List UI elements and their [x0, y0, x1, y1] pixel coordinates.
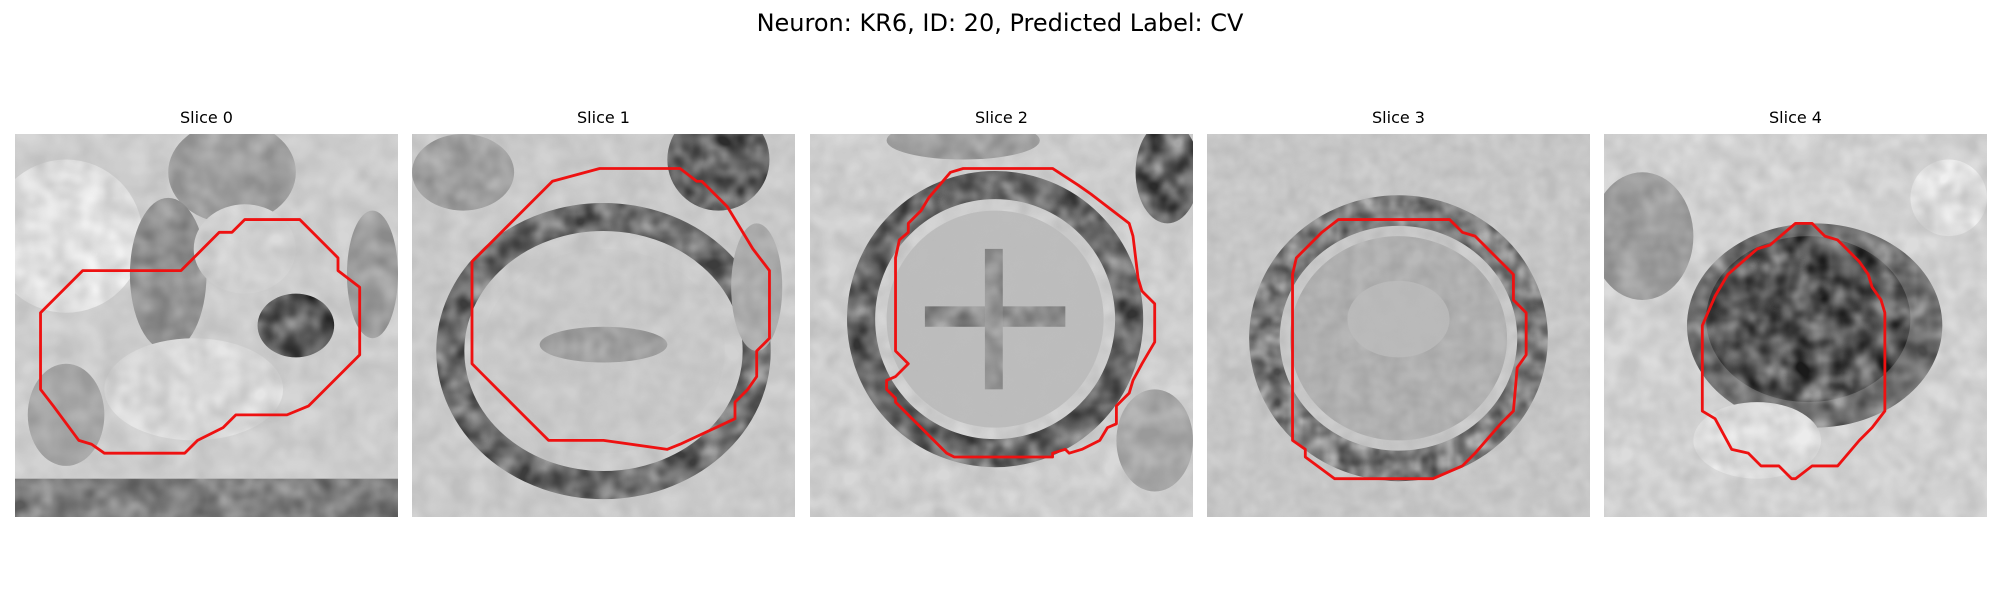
slice-1-image-box: [412, 134, 795, 517]
panel-title-slice-3: Slice 3: [1372, 108, 1425, 127]
panel-slice-1: Slice 1: [412, 108, 795, 517]
slice-4-texture: [1604, 134, 1987, 517]
panel-slice-3: Slice 3: [1207, 108, 1590, 517]
panel-title-slice-2: Slice 2: [975, 108, 1028, 127]
slice-1-texture: [412, 134, 795, 517]
slice-4-outline: [1700, 221, 1887, 481]
slice-2-outline: [885, 167, 1157, 459]
slice-1-image: [412, 134, 795, 517]
slice-3-image: [1207, 134, 1590, 517]
slice-3-outline: [1291, 218, 1528, 481]
slice-2-image-box: [810, 134, 1193, 517]
slice-1-outline: [470, 167, 771, 451]
panel-title-slice-1: Slice 1: [577, 108, 630, 127]
slice-4-image: [1604, 134, 1987, 517]
slice-0-texture: [15, 134, 398, 517]
panel-title-slice-4: Slice 4: [1769, 108, 1822, 127]
slice-3-image-box: [1207, 134, 1590, 517]
slice-2-image: [810, 134, 1193, 517]
panel-title-slice-0: Slice 0: [180, 108, 233, 127]
slice-4-image-box: [1604, 134, 1987, 517]
figure-title: Neuron: KR6, ID: 20, Predicted Label: CV: [756, 9, 1244, 37]
slice-2-texture: [810, 134, 1193, 517]
slice-0-outline: [39, 218, 362, 455]
panel-slice-0: Slice 0: [15, 108, 398, 517]
slice-3-texture: [1207, 134, 1590, 517]
slice-0-image-box: [15, 134, 398, 517]
slice-0-image: [15, 134, 398, 517]
panel-slice-4: Slice 4: [1604, 108, 1987, 517]
panel-slice-2: Slice 2: [810, 108, 1193, 517]
